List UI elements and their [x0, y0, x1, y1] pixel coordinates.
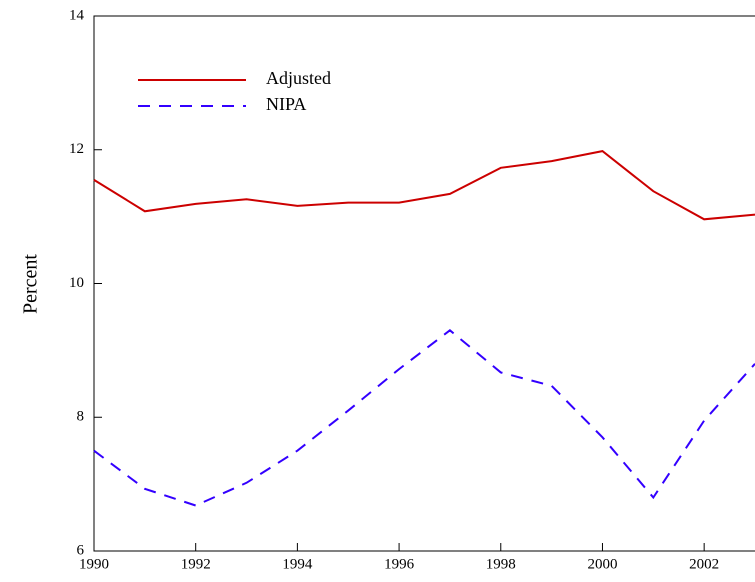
y-axis-label: Percent — [20, 254, 42, 314]
legend-label: NIPA — [266, 94, 306, 114]
series-line — [93, 150, 755, 221]
x-tick-label: 1990 — [79, 556, 109, 572]
x-tick-label: 1994 — [282, 556, 313, 572]
x-tick-label: 1992 — [181, 556, 211, 572]
y-tick-label: 8 — [77, 409, 85, 425]
x-tick-label: 1996 — [384, 556, 415, 572]
axes-frame — [93, 15, 755, 552]
x-tick-label: 1998 — [486, 556, 516, 572]
x-tick-label: 2000 — [587, 556, 617, 572]
series-line — [93, 329, 755, 507]
y-tick-label: 6 — [77, 542, 85, 558]
y-tick-label: 10 — [69, 275, 84, 291]
y-tick-label: 14 — [69, 7, 85, 23]
x-tick-label: 2002 — [689, 556, 719, 572]
legend-label: Adjusted — [266, 68, 331, 88]
y-tick-label: 12 — [69, 141, 84, 157]
